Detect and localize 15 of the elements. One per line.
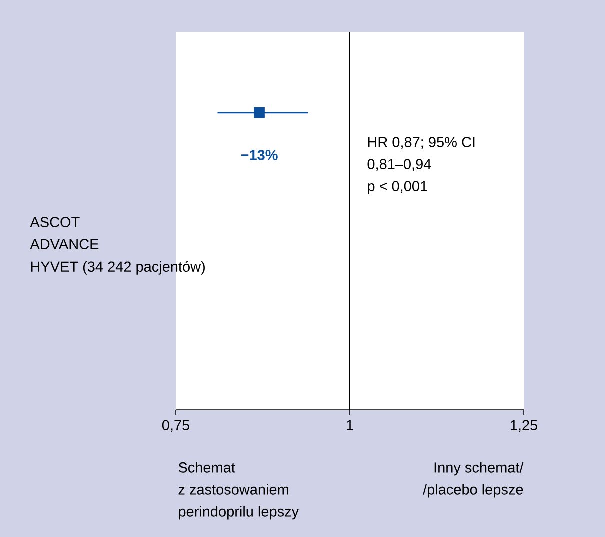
x-tick-label: 1	[347, 420, 354, 430]
annotation: HYVET (34 242 pacjentów)	[31, 261, 205, 275]
annotation: HR 0,87; 95% CI	[368, 137, 475, 150]
text: ASCOT	[30, 217, 80, 228]
text: Schemat	[178, 462, 236, 473]
text: ADVANCE	[30, 239, 99, 250]
annotation: −13%	[241, 150, 278, 160]
text: /placebo lepsze	[423, 484, 524, 498]
x-tick-label: 0,75	[162, 420, 190, 432]
annotation: p < 0,001	[368, 181, 428, 194]
text: z zastosowaniem	[178, 484, 288, 495]
text: perindoprilu lepszy	[179, 506, 300, 520]
x-tick-label: 1,25	[510, 420, 538, 432]
text: Inny schemat/	[434, 462, 524, 476]
annotation: 0,81–0,94	[368, 159, 432, 172]
